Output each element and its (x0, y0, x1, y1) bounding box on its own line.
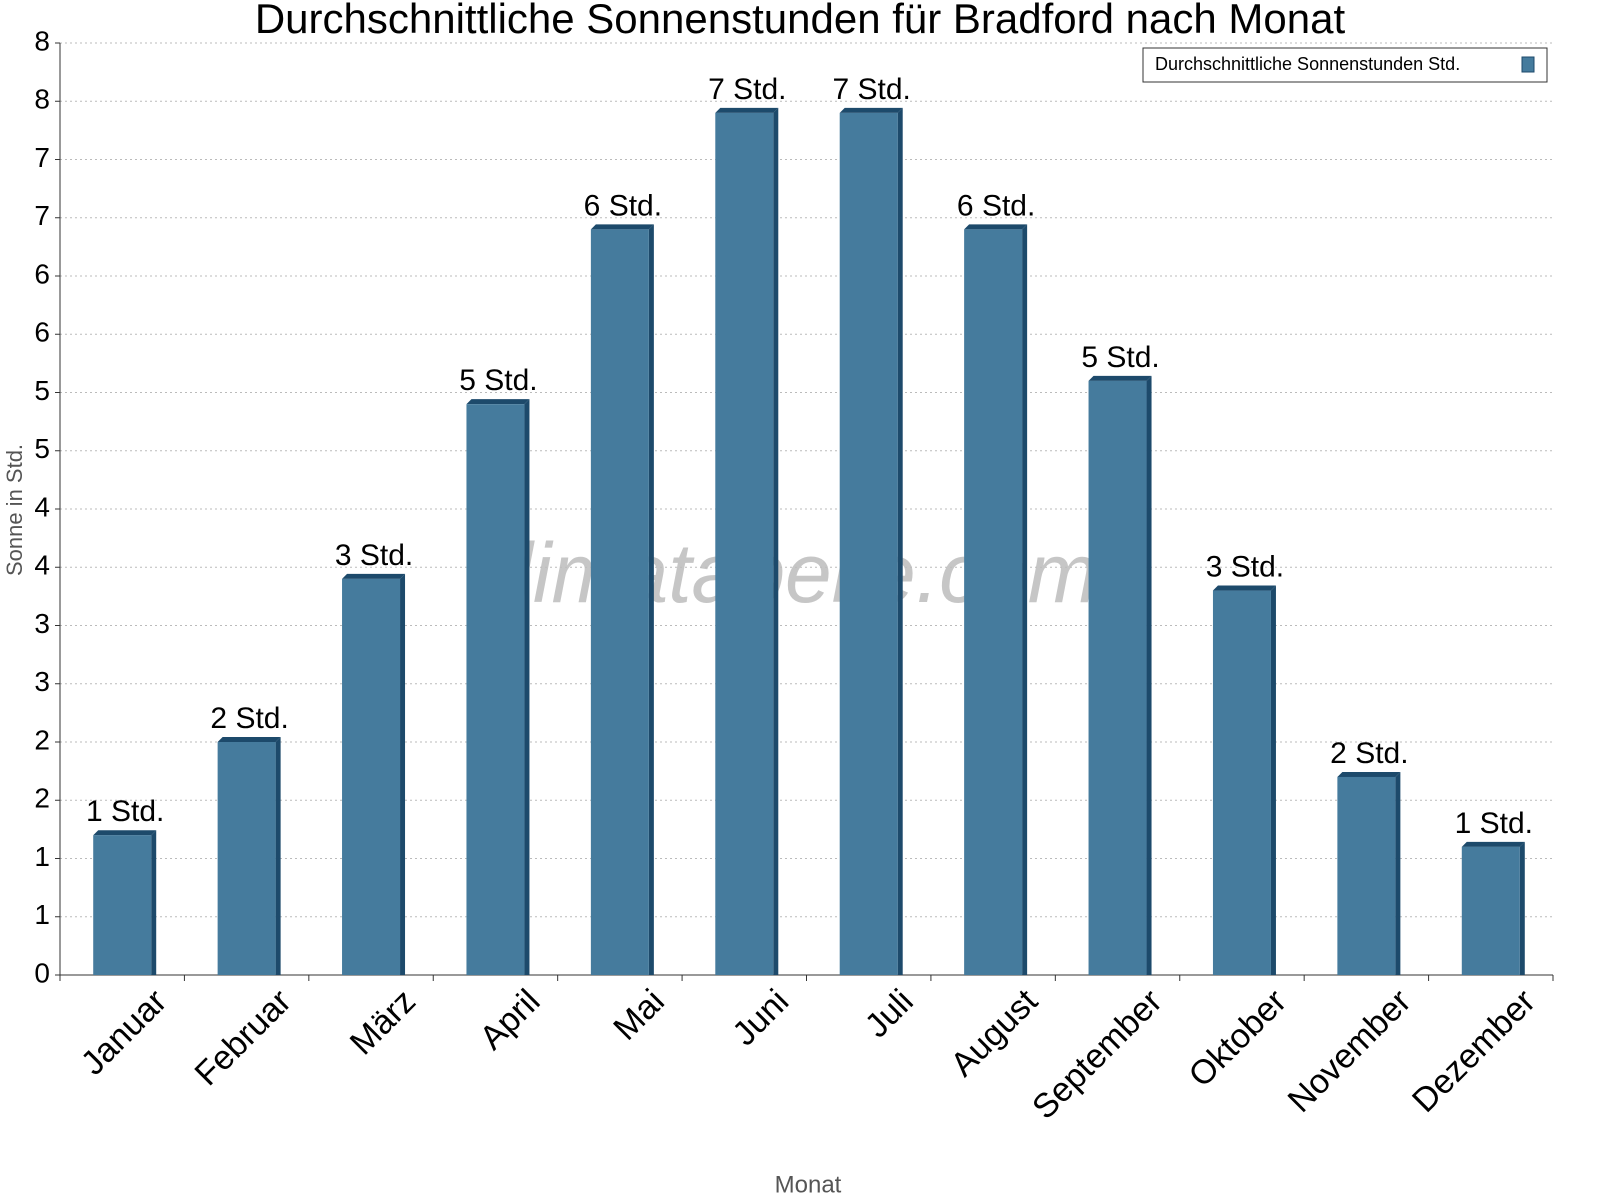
bar-side (1146, 375, 1152, 976)
bar (839, 112, 898, 975)
bar (1461, 846, 1520, 975)
y-tick-label: 1 (34, 841, 50, 872)
bar-top (1088, 375, 1152, 381)
bar-side (1395, 771, 1401, 975)
x-tick-label: November (1281, 982, 1419, 1120)
value-label: 6 Std. (957, 189, 1035, 222)
x-tick-label: Juni (725, 982, 796, 1053)
value-label: 1 Std. (86, 795, 164, 828)
legend-swatch (1521, 56, 1535, 73)
legend-label: Durchschnittliche Sonnenstunden Std. (1155, 54, 1460, 74)
legend-box (1142, 47, 1548, 83)
x-tick-label: Dezember (1405, 982, 1543, 1120)
y-tick-label: 5 (34, 375, 50, 406)
x-tick-label: März (343, 982, 423, 1062)
bar-side (897, 107, 903, 975)
y-tick-label: 6 (34, 258, 50, 289)
bar (715, 112, 774, 975)
bar-top (342, 573, 406, 579)
bar-side (524, 399, 530, 975)
value-label: 2 Std. (210, 702, 288, 735)
x-axis-title: Monat (775, 1171, 842, 1198)
bar-top (466, 399, 530, 405)
bar-side (1519, 841, 1525, 975)
bar-side (773, 107, 779, 975)
bar-side (400, 573, 406, 975)
x-tick-label: Mai (606, 982, 672, 1048)
x-tick-label: Juli (858, 982, 921, 1045)
bar (1337, 776, 1396, 975)
bar-side (275, 737, 281, 975)
bar (1088, 380, 1147, 976)
y-tick-label: 3 (34, 608, 50, 639)
y-tick-label: 4 (34, 491, 50, 522)
value-label: 5 Std. (459, 364, 537, 397)
bar (466, 404, 525, 975)
bar-top (1212, 585, 1276, 591)
bar (1212, 590, 1271, 975)
value-label: 7 Std. (708, 73, 786, 106)
x-tick-label: April (472, 982, 547, 1057)
x-tick-label: Februar (188, 982, 299, 1093)
value-label: 5 Std. (1081, 341, 1159, 374)
y-tick-label: 2 (34, 724, 50, 755)
x-tick-label: September (1025, 982, 1169, 1126)
y-tick-label: 5 (34, 433, 50, 464)
chart-title: Durchschnittliche Sonnenstunden für Brad… (255, 0, 1346, 42)
value-label: 7 Std. (833, 73, 911, 106)
bar-top (964, 224, 1028, 230)
y-axis-title: Sonne in Std. (2, 444, 27, 576)
y-tick-label: 0 (34, 957, 50, 988)
x-tick-label: Oktober (1182, 982, 1294, 1094)
bar-top (839, 107, 903, 113)
y-tick-label: 7 (34, 142, 50, 173)
bar (590, 229, 649, 975)
y-tick-label: 6 (34, 317, 50, 348)
y-tick-label: 3 (34, 666, 50, 697)
bar-top (590, 224, 654, 230)
bar (217, 742, 276, 975)
bar-top (715, 107, 779, 113)
y-tick-label: 8 (34, 84, 50, 115)
bar (964, 229, 1023, 975)
value-label: 2 Std. (1330, 737, 1408, 770)
value-label: 6 Std. (584, 189, 662, 222)
bar-side (648, 224, 654, 975)
bar-top (217, 737, 281, 742)
y-tick-label: 1 (34, 899, 50, 930)
bar (93, 835, 152, 975)
y-tick-label: 8 (34, 25, 50, 56)
x-tick-label: August (943, 982, 1045, 1084)
bar-top (1461, 841, 1525, 847)
bar-side (1022, 224, 1028, 975)
legend: Durchschnittliche Sonnenstunden Std. (1142, 47, 1548, 83)
value-label: 3 Std. (335, 539, 413, 572)
y-tick-label: 4 (34, 550, 50, 581)
bar-side (1270, 585, 1276, 975)
y-tick-label: 7 (34, 200, 50, 231)
x-tick-label: Januar (74, 982, 174, 1082)
bar-top (93, 830, 157, 836)
value-label: 3 Std. (1206, 550, 1284, 583)
value-label: 1 Std. (1455, 807, 1533, 840)
y-tick-label: 2 (34, 783, 50, 814)
bar-top (1337, 771, 1401, 777)
bar-side (151, 830, 157, 975)
bar (342, 578, 401, 975)
